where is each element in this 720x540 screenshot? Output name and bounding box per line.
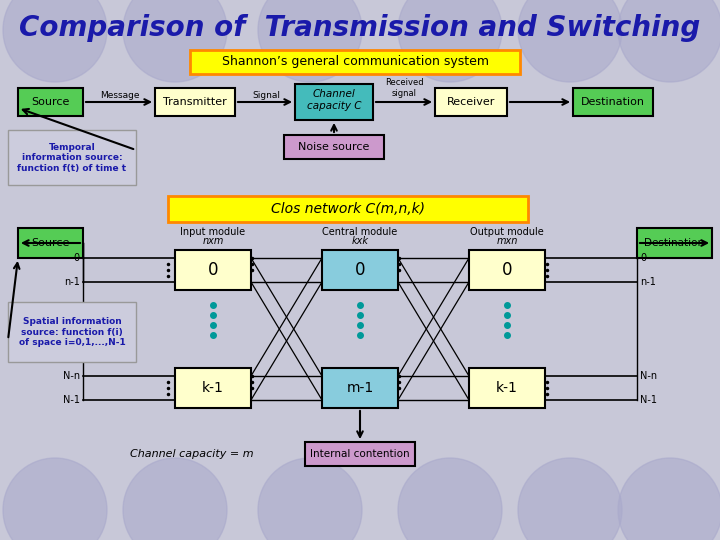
Text: Message: Message: [100, 91, 140, 100]
Text: nxm: nxm: [202, 236, 224, 246]
Text: Output module: Output module: [470, 227, 544, 237]
Text: N-n: N-n: [63, 371, 80, 381]
Text: N-1: N-1: [63, 395, 80, 405]
Bar: [295, 84, 373, 120]
Bar: [573, 88, 653, 116]
Bar: [190, 50, 520, 74]
Text: n-1: n-1: [64, 277, 80, 287]
Bar: [637, 228, 712, 258]
Bar: [175, 250, 251, 290]
Text: Source: Source: [31, 97, 69, 107]
Text: Central module: Central module: [323, 227, 397, 237]
Text: 0: 0: [355, 261, 365, 279]
Text: 0: 0: [74, 253, 80, 263]
Circle shape: [518, 0, 622, 82]
Circle shape: [258, 0, 362, 82]
Bar: [469, 368, 545, 408]
Bar: [155, 88, 235, 116]
Text: Temporal
information source:
function f(t) of time t: Temporal information source: function f(…: [17, 143, 127, 173]
Text: Transmitter: Transmitter: [163, 97, 227, 107]
Circle shape: [518, 458, 622, 540]
Text: Receiver: Receiver: [447, 97, 495, 107]
Bar: [305, 442, 415, 466]
Text: m-1: m-1: [346, 381, 374, 395]
Text: Shannon’s general communication system: Shannon’s general communication system: [222, 56, 488, 69]
Text: k-1: k-1: [202, 381, 224, 395]
Bar: [435, 88, 507, 116]
Text: Destination: Destination: [644, 238, 704, 248]
Text: N-1: N-1: [640, 395, 657, 405]
Text: Signal: Signal: [252, 91, 280, 100]
Text: Received
signal: Received signal: [384, 78, 423, 98]
Text: n-1: n-1: [640, 277, 656, 287]
Circle shape: [618, 0, 720, 82]
Text: N-n: N-n: [640, 371, 657, 381]
Circle shape: [3, 458, 107, 540]
Bar: [322, 250, 398, 290]
Circle shape: [398, 0, 502, 82]
Text: Clos network C(m,n,k): Clos network C(m,n,k): [271, 202, 425, 216]
Text: mxn: mxn: [496, 236, 518, 246]
Bar: [168, 196, 528, 222]
Bar: [8, 302, 136, 362]
Circle shape: [618, 458, 720, 540]
Text: k-1: k-1: [496, 381, 518, 395]
Text: Spatial information
source: function f(i)
of space i=0,1,...,N-1: Spatial information source: function f(i…: [19, 317, 125, 347]
Circle shape: [258, 458, 362, 540]
Circle shape: [123, 458, 227, 540]
Text: Comparison of  Transmission and Switching: Comparison of Transmission and Switching: [19, 14, 701, 42]
Bar: [175, 368, 251, 408]
Bar: [284, 135, 384, 159]
Circle shape: [3, 0, 107, 82]
Text: 0: 0: [640, 253, 646, 263]
Text: Source: Source: [31, 238, 69, 248]
Circle shape: [123, 0, 227, 82]
Text: Channel capacity = m: Channel capacity = m: [130, 449, 254, 459]
Text: 0: 0: [208, 261, 218, 279]
Text: Destination: Destination: [581, 97, 645, 107]
Bar: [322, 368, 398, 408]
Bar: [469, 250, 545, 290]
Bar: [18, 88, 83, 116]
Text: Channel
capacity C: Channel capacity C: [307, 89, 361, 111]
Text: Input module: Input module: [181, 227, 246, 237]
Text: kxk: kxk: [351, 236, 369, 246]
Bar: [18, 228, 83, 258]
Text: Internal contention: Internal contention: [310, 449, 410, 459]
Text: 0: 0: [502, 261, 512, 279]
Bar: [8, 130, 136, 185]
Text: Noise source: Noise source: [298, 142, 369, 152]
Circle shape: [398, 458, 502, 540]
